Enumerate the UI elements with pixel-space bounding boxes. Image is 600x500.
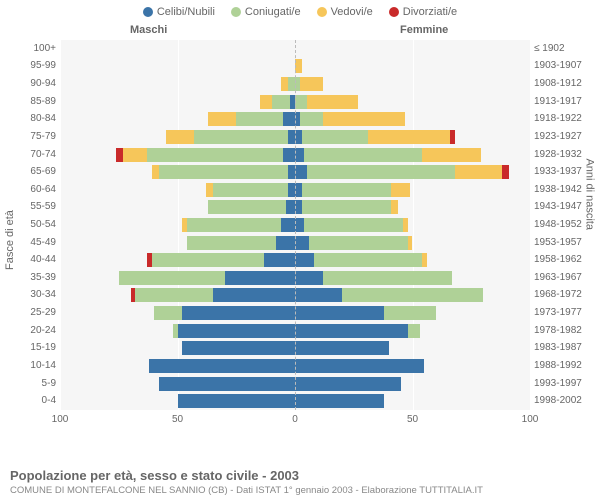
age-label: 65-69 <box>0 164 58 180</box>
age-label: 5-9 <box>0 376 58 392</box>
pyramid-row: 70-74 1928-1932 <box>0 147 600 163</box>
legend-label: Vedovi/e <box>331 6 373 18</box>
center-line <box>295 40 296 410</box>
legend-item: Divorziati/e <box>389 6 457 18</box>
age-label: 40-44 <box>0 252 58 268</box>
pyramid-row: 0-4 1998-2002 <box>0 393 600 409</box>
legend-swatch <box>389 7 399 17</box>
age-label: 95-99 <box>0 58 58 74</box>
pyramid-row: 25-29 1973-1977 <box>0 305 600 321</box>
year-label: 1943-1947 <box>532 199 600 215</box>
age-label: 30-34 <box>0 287 58 303</box>
pyramid-row: 45-49 1953-1957 <box>0 235 600 251</box>
age-label: 55-59 <box>0 199 58 215</box>
age-label: 100+ <box>0 41 58 57</box>
label-females: Femmine <box>400 24 448 36</box>
xaxis-tick-label: 50 <box>172 414 183 425</box>
age-label: 70-74 <box>0 147 58 163</box>
year-label: ≤ 1902 <box>532 41 600 57</box>
legend-swatch <box>317 7 327 17</box>
pyramid-row: 20-24 1978-1982 <box>0 323 600 339</box>
pyramid-row: 30-34 1968-1972 <box>0 287 600 303</box>
legend-item: Celibi/Nubili <box>143 6 215 18</box>
legend-swatch <box>231 7 241 17</box>
legend: Celibi/Nubili Coniugati/e Vedovi/e Divorzia… <box>0 0 600 20</box>
year-label: 1908-1912 <box>532 76 600 92</box>
age-label: 50-54 <box>0 217 58 233</box>
age-label: 0-4 <box>0 393 58 409</box>
year-label: 1948-1952 <box>532 217 600 233</box>
pyramid-row: 100+ ≤ 1902 <box>0 41 600 57</box>
year-label: 1998-2002 <box>532 393 600 409</box>
year-label: 1953-1957 <box>532 235 600 251</box>
pyramid-row: 95-99 1903-1907 <box>0 58 600 74</box>
pyramid-row: 85-89 1913-1917 <box>0 94 600 110</box>
year-label: 1973-1977 <box>532 305 600 321</box>
age-label: 25-29 <box>0 305 58 321</box>
x-axis: 10050050100 <box>60 414 530 428</box>
legend-label: Coniugati/e <box>245 6 301 18</box>
age-label: 80-84 <box>0 111 58 127</box>
year-label: 1928-1932 <box>532 147 600 163</box>
year-label: 1923-1927 <box>532 129 600 145</box>
pyramid-row: 35-39 1963-1967 <box>0 270 600 286</box>
chart-title: Popolazione per età, sesso e stato civil… <box>10 468 590 483</box>
chart-subtitle: COMUNE DI MONTEFALCONE NEL SANNIO (CB) -… <box>10 485 590 496</box>
year-label: 1933-1937 <box>532 164 600 180</box>
pyramid-row: 65-69 1933-1937 <box>0 164 600 180</box>
age-label: 10-14 <box>0 358 58 374</box>
legend-item: Coniugati/e <box>231 6 301 18</box>
pyramid-row: 90-94 1908-1912 <box>0 76 600 92</box>
year-label: 1963-1967 <box>532 270 600 286</box>
year-label: 1913-1917 <box>532 94 600 110</box>
year-label: 1993-1997 <box>532 376 600 392</box>
year-label: 1968-1972 <box>532 287 600 303</box>
pyramid-row: 10-14 1988-1992 <box>0 358 600 374</box>
pyramid-row: 75-79 1923-1927 <box>0 129 600 145</box>
year-label: 1938-1942 <box>532 182 600 198</box>
year-label: 1983-1987 <box>532 340 600 356</box>
pyramid-row: 55-59 1943-1947 <box>0 199 600 215</box>
footer: Popolazione per età, sesso e stato civil… <box>10 468 590 496</box>
xaxis-tick-label: 0 <box>292 414 298 425</box>
xaxis-tick-label: 100 <box>52 414 69 425</box>
pyramid-row: 40-44 1958-1962 <box>0 252 600 268</box>
age-label: 45-49 <box>0 235 58 251</box>
pyramid-row: 60-64 1938-1942 <box>0 182 600 198</box>
legend-swatch <box>143 7 153 17</box>
pyramid-row: 15-19 1983-1987 <box>0 340 600 356</box>
label-males: Maschi <box>130 24 167 36</box>
year-label: 1918-1922 <box>532 111 600 127</box>
age-label: 20-24 <box>0 323 58 339</box>
age-label: 85-89 <box>0 94 58 110</box>
legend-label: Divorziati/e <box>403 6 457 18</box>
year-label: 1978-1982 <box>532 323 600 339</box>
pyramid-row: 50-54 1948-1952 <box>0 217 600 233</box>
year-label: 1903-1907 <box>532 58 600 74</box>
year-label: 1958-1962 <box>532 252 600 268</box>
pyramid-row: 5-9 1993-1997 <box>0 376 600 392</box>
age-label: 90-94 <box>0 76 58 92</box>
legend-label: Celibi/Nubili <box>157 6 215 18</box>
chart: Fasce di età Anni di nascita 10050050100… <box>0 40 600 440</box>
xaxis-tick-label: 50 <box>407 414 418 425</box>
age-label: 35-39 <box>0 270 58 286</box>
xaxis-tick-label: 100 <box>522 414 539 425</box>
age-label: 15-19 <box>0 340 58 356</box>
pyramid-row: 80-84 1918-1922 <box>0 111 600 127</box>
legend-item: Vedovi/e <box>317 6 373 18</box>
age-label: 60-64 <box>0 182 58 198</box>
age-label: 75-79 <box>0 129 58 145</box>
year-label: 1988-1992 <box>532 358 600 374</box>
